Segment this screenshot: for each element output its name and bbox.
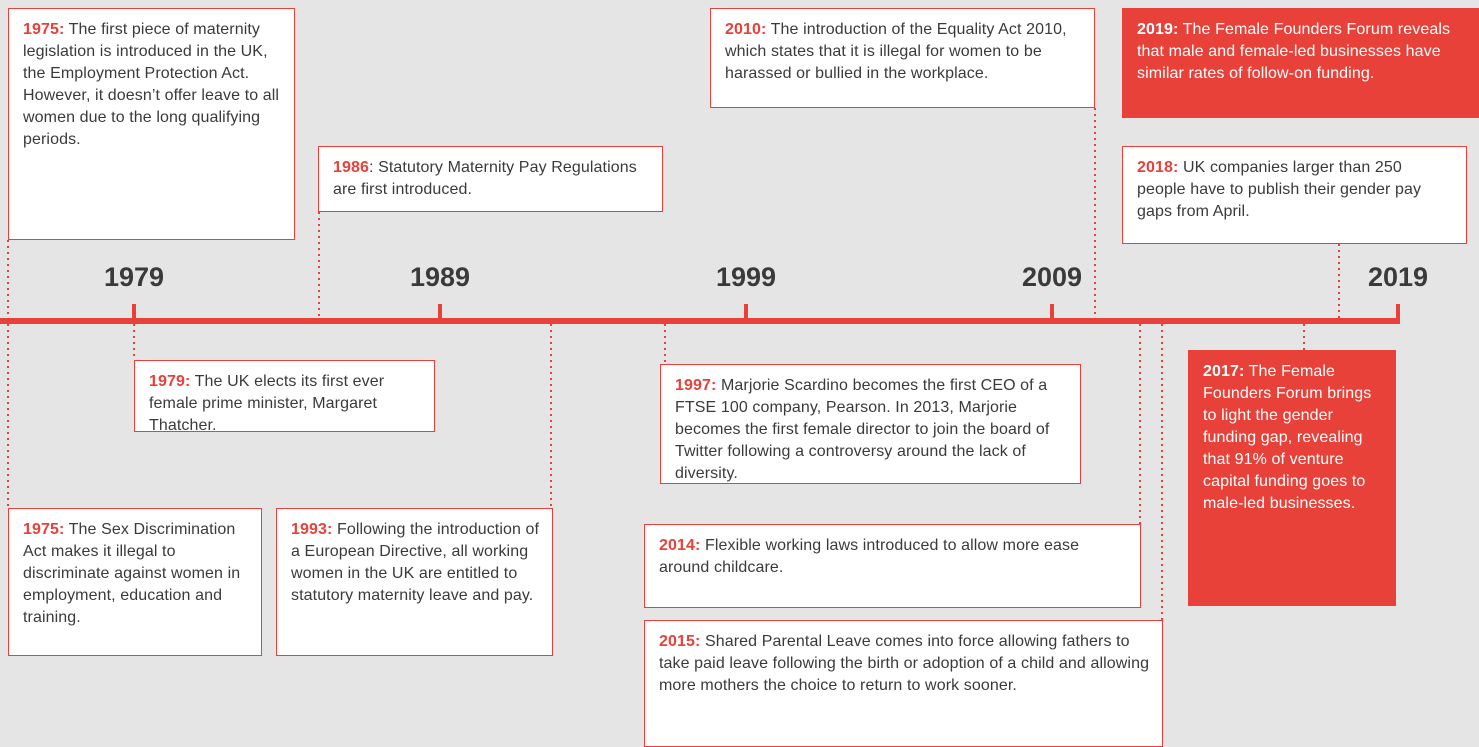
connectors xyxy=(7,108,1340,620)
event-year: 2018: xyxy=(1137,159,1179,176)
event-card: 1993: Following the introduction of a Eu… xyxy=(276,508,553,656)
event-card: 1986: Statutory Maternity Pay Regulation… xyxy=(318,146,663,212)
event-text: Shared Parental Leave comes into force a… xyxy=(659,633,1154,694)
event-text: : Statutory Maternity Pay Regulations ar… xyxy=(333,159,642,198)
event-text: The Female Founders Forum brings to ligh… xyxy=(1203,363,1376,512)
axis-tick xyxy=(132,304,136,320)
event-text: The UK elects its first ever female prim… xyxy=(149,373,389,434)
event-card: 1979: The UK elects its first ever femal… xyxy=(134,360,435,434)
event-year: 1993: xyxy=(291,521,333,538)
event-year: 1997: xyxy=(675,377,717,394)
event-text: Marjorie Scardino becomes the first CEO … xyxy=(675,377,1054,482)
axis-tick xyxy=(438,304,442,320)
event-year: 1986 xyxy=(333,159,369,176)
event-text: Following the introduction of a European… xyxy=(291,521,544,604)
event-card: 1975: The Sex Discrimination Act makes i… xyxy=(8,508,262,656)
event-year: 2019: xyxy=(1137,21,1179,38)
event-card: 1997: Marjorie Scardino becomes the firs… xyxy=(660,364,1081,484)
axis-year-label: 2019 xyxy=(1367,262,1429,292)
event-text: Flexible working laws introduced to allo… xyxy=(659,537,1084,576)
event-text: The Female Founders Forum reveals that m… xyxy=(1137,21,1455,82)
axis-year-label: 1979 xyxy=(103,262,165,292)
event-card: 2018: UK companies larger than 250 peopl… xyxy=(1122,146,1467,244)
timeline-axis xyxy=(0,318,1400,324)
event-year: 2015: xyxy=(659,633,701,650)
axis-tick xyxy=(1396,304,1400,324)
axis-tick xyxy=(744,304,748,320)
event-year: 1979: xyxy=(149,373,191,390)
axis-tick xyxy=(1050,304,1054,320)
event-text: The Sex Discrimination Act makes it ille… xyxy=(23,521,245,626)
axis-year-label: 2009 xyxy=(1021,262,1083,292)
event-card: 2015: Shared Parental Leave comes into f… xyxy=(644,620,1163,747)
event-card: 1975: The first piece of maternity legis… xyxy=(8,8,295,240)
event-year: 2014: xyxy=(659,537,701,554)
axis-ticks xyxy=(132,304,1400,324)
axis-year-label: 1989 xyxy=(409,262,471,292)
event-year: 1975: xyxy=(23,521,65,538)
event-card: 2014: Flexible working laws introduced t… xyxy=(644,524,1141,608)
event-text: The introduction of the Equality Act 201… xyxy=(725,21,1072,82)
event-text: The first piece of maternity legislation… xyxy=(23,21,284,148)
axis-year-label: 1999 xyxy=(715,262,777,292)
event-card: 2010: The introduction of the Equality A… xyxy=(710,8,1095,108)
event-year: 2010: xyxy=(725,21,767,38)
event-card: 2017: The Female Founders Forum brings t… xyxy=(1188,350,1396,606)
event-card: 2019: The Female Founders Forum reveals … xyxy=(1122,8,1479,118)
event-year: 2017: xyxy=(1203,363,1245,380)
event-text: UK companies larger than 250 people have… xyxy=(1137,159,1426,220)
event-year: 1975: xyxy=(23,21,65,38)
